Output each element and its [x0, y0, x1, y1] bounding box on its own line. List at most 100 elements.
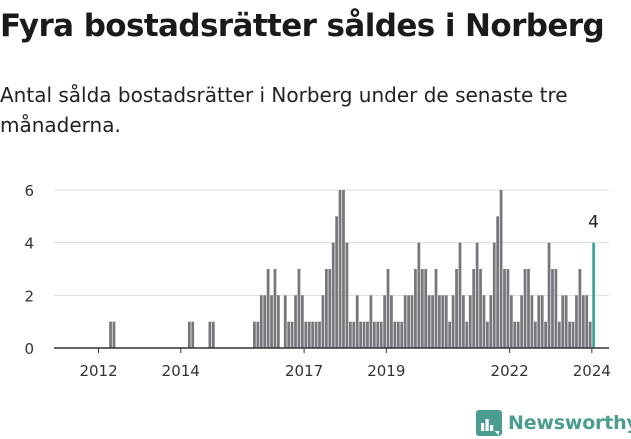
bar: [307, 321, 311, 348]
bar: [112, 321, 116, 348]
bar: [520, 295, 524, 348]
bar-highlight: [592, 242, 595, 348]
bar: [259, 295, 263, 348]
bar: [509, 295, 513, 348]
bar: [448, 321, 452, 348]
bar: [352, 321, 356, 348]
bar: [503, 269, 506, 348]
bar: [455, 269, 458, 348]
bar: [540, 295, 544, 348]
bar: [396, 321, 400, 348]
bar: [420, 269, 424, 348]
bar: [342, 190, 345, 348]
bar: [475, 242, 479, 348]
bar: [287, 321, 291, 348]
highlight-value-label: 4: [588, 213, 599, 233]
bar: [191, 321, 195, 348]
bar-chart-logo-icon: [476, 410, 502, 436]
bar: [417, 242, 421, 348]
bar: [403, 295, 407, 348]
x-tick-label: 2022: [491, 362, 529, 380]
bar: [359, 321, 362, 348]
bar: [581, 295, 585, 348]
y-tick-label: 0: [24, 340, 34, 358]
bar: [410, 295, 414, 348]
bar: [516, 321, 520, 348]
bar: [109, 321, 112, 348]
bar: [400, 321, 404, 348]
bar: [499, 190, 503, 348]
bar: [407, 295, 410, 348]
bar: [571, 321, 575, 348]
bar: [263, 295, 267, 348]
grid-lines: [54, 189, 609, 296]
bar: [253, 321, 256, 348]
bar: [431, 295, 434, 348]
y-tick-label: 4: [24, 235, 34, 253]
bar: [578, 269, 582, 348]
page-title: Fyra bostadsrätter såldes i Norberg: [0, 8, 605, 44]
bar: [489, 295, 493, 348]
bar: [345, 242, 349, 348]
bar: [283, 295, 287, 348]
bar: [331, 242, 335, 348]
bar: [557, 321, 561, 348]
bar: [393, 321, 397, 348]
bar: [441, 295, 445, 348]
bar: [379, 321, 383, 348]
x-tick-label: 2012: [79, 362, 117, 380]
bar: [530, 295, 534, 348]
bar: [294, 295, 297, 348]
bar: [366, 321, 369, 348]
bar: [348, 321, 352, 348]
bar: [479, 269, 482, 348]
page-subtitle: Antal sålda bostadsrätter i Norberg unde…: [0, 83, 568, 137]
bar: [304, 321, 308, 348]
bar: [588, 321, 592, 348]
bar: [376, 321, 380, 348]
bar: [270, 295, 273, 348]
labels: 0 2 4 6 4 2012 2014 2017 2019 2022 2024: [24, 182, 611, 380]
y-tick-label: 6: [24, 182, 34, 200]
bar: [338, 190, 342, 348]
bar: [414, 269, 417, 348]
y-tick-label: 2: [24, 287, 34, 305]
bar: [462, 295, 465, 348]
bar: [383, 295, 386, 348]
bar: [444, 295, 448, 348]
bar: [506, 269, 510, 348]
bar: [355, 295, 359, 348]
bar: [537, 295, 541, 348]
bars: [109, 190, 595, 348]
bar: [390, 295, 393, 348]
bar: [564, 295, 568, 348]
bar: [468, 295, 472, 348]
bar: [496, 216, 500, 348]
bar: [256, 321, 260, 348]
bar: [575, 295, 578, 348]
x-tick-label: 2024: [573, 362, 611, 380]
bar: [486, 321, 489, 348]
bar: [568, 321, 571, 348]
bar: [547, 242, 551, 348]
x-tick-label: 2017: [285, 362, 323, 380]
bar: [324, 269, 328, 348]
bar: [424, 269, 428, 348]
bar: [277, 295, 280, 348]
bar: [561, 295, 565, 348]
bar: [554, 269, 558, 348]
bar: [187, 321, 191, 348]
bar: [533, 321, 537, 348]
bar: [328, 269, 332, 348]
bar: [551, 269, 554, 348]
bar: [523, 269, 527, 348]
axes: [54, 347, 609, 353]
bar: [527, 269, 530, 348]
bar: [544, 321, 547, 348]
bar: [311, 321, 315, 348]
bar: [372, 321, 376, 348]
brand-name: Newsworthy: [508, 412, 631, 434]
bar: [369, 295, 373, 348]
bar: [318, 321, 321, 348]
